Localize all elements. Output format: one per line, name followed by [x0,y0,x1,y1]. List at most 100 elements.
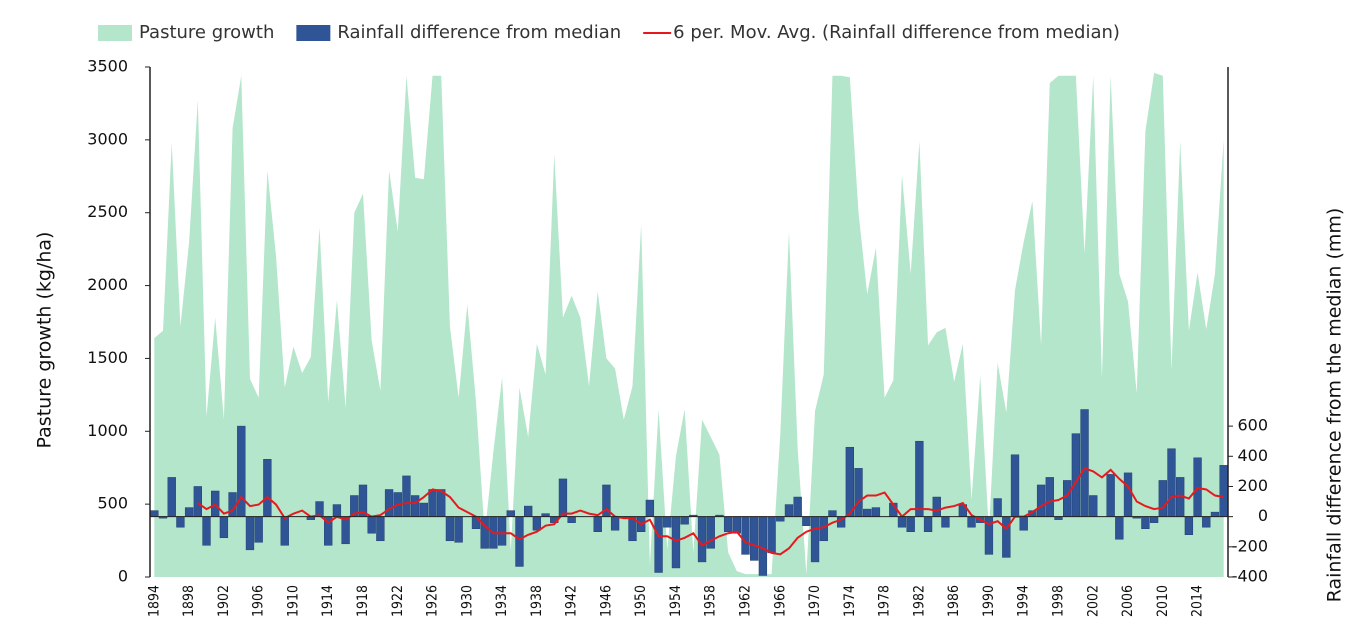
rain-bar [697,516,707,563]
y-tick-label: 1000 [87,421,128,440]
y-tick-label: 1500 [87,348,128,367]
rain-bar [1210,511,1220,517]
x-tick-label: 1978 [877,585,893,617]
pasture-area [154,72,1224,577]
rain-bar [384,489,394,517]
rain-bar [784,504,794,517]
rain-bar [915,440,924,517]
rain-bar [723,516,733,532]
x-tick-label: 1894 [146,585,162,617]
rain-bar [854,468,863,517]
y2-tick-label: 400 [1237,446,1268,465]
x-tick-label: 1986 [946,585,962,617]
rain-bar [263,459,272,517]
x-tick-label: 1934 [494,585,510,617]
x-tick-label: 1990 [981,585,997,617]
rain-bar [1002,516,1011,558]
moving-average-line [197,467,1224,556]
x-tick-label: 1946 [598,585,614,617]
x-tick-label: 1930 [459,585,475,617]
rain-bar [845,446,854,517]
x-tick-label: 2006 [1120,585,1136,617]
y2-tick-label: 200 [1237,476,1268,495]
rain-bar [280,516,289,546]
rain-bar [750,516,759,561]
x-tick-label: 1982 [911,585,927,617]
y-tick-label: 2500 [87,202,128,221]
x-tick-label: 1914 [320,585,336,617]
rain-bar [810,516,820,563]
rain-bar [1045,477,1054,517]
rain-bar [376,516,385,542]
rain-bar [515,516,524,567]
rain-bar [428,489,437,517]
rain-bar [654,516,663,573]
rain-bar [193,486,202,517]
y2-tick-label: 600 [1237,416,1268,435]
legend-label: 6 per. Mov. Avg. (Rainfall difference fr… [673,22,1120,43]
y-tick-label: 500 [97,494,128,513]
rain-bar [923,516,933,532]
y-tick-label: 3500 [87,57,128,76]
rain-bar [524,505,533,517]
rain-bar [741,516,750,555]
rain-bar [1089,495,1098,517]
rain-bar [993,498,1002,517]
rain-bar [1063,480,1072,517]
x-tick-label: 1926 [425,585,441,617]
rain-bar [1019,516,1028,531]
rain-bar [245,516,255,551]
rain-bar [254,516,263,543]
x-tick-label: 1902 [216,585,232,617]
x-tick-label: 1898 [181,585,197,617]
x-tick-label: 1970 [807,585,823,617]
x-tick-label: 1942 [564,585,580,617]
rain-bar [454,516,463,543]
rain-bar [480,516,489,549]
rain-bar [871,507,881,517]
rain-bar [758,516,768,576]
rain-bar [967,516,976,528]
rain-bar [680,516,689,525]
rain-bar [1141,516,1150,529]
rain-bar [567,516,576,523]
legend-label: Pasture growth [139,22,274,43]
legend-swatch [296,25,331,41]
y2-axis-title: Rainfall difference from the median (mm) [1324,208,1346,603]
rain-bar [167,477,176,517]
y2-tick-label: 0 [1258,506,1268,525]
rain-bar [150,510,159,517]
rain-bar [184,507,194,517]
rain-bar [1080,409,1089,517]
rain-bar [863,508,872,517]
rain-bar [663,516,672,528]
x-tick-label: 1958 [703,585,719,617]
rain-bar [419,502,429,517]
rain-bar [497,516,507,546]
x-tick-label: 1966 [772,585,788,617]
legend-label: Rainfall difference from median [337,22,621,43]
rain-bar [1123,472,1133,517]
rain-bar [1036,484,1046,517]
rain-bar [1106,474,1115,517]
rain-bar [532,516,542,531]
rain-bar [1071,433,1081,517]
x-tick-label: 2002 [1085,585,1101,617]
rain-bar [802,516,811,526]
rain-bar [219,516,229,539]
x-tick-label: 2010 [1155,585,1171,617]
x-tick-label: 1974 [842,585,858,617]
rain-bar [793,496,802,517]
x-tick-label: 1918 [355,585,371,617]
x-tick-label: 1954 [668,585,684,617]
x-tick-label: 1998 [1050,585,1066,617]
rain-bar [506,510,515,517]
rain-bar [176,516,185,528]
rain-bar [1158,480,1167,517]
x-tick-label: 1910 [285,585,301,617]
rain-bar [645,499,655,517]
rain-bar [767,516,776,554]
y2-tick-label: -400 [1232,567,1268,586]
rain-bar [932,496,941,517]
